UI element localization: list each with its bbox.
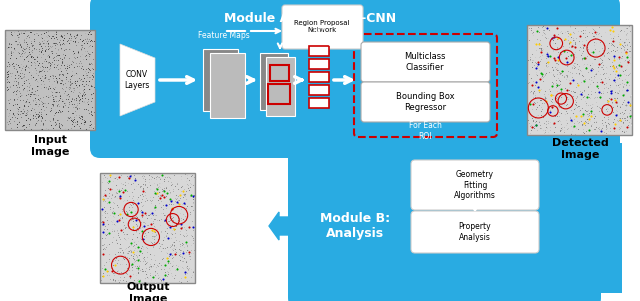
FancyBboxPatch shape bbox=[411, 211, 539, 253]
FancyBboxPatch shape bbox=[580, 148, 622, 293]
Text: CONV
Layers: CONV Layers bbox=[124, 70, 150, 90]
Text: ROI
Pooling: ROI Pooling bbox=[305, 26, 333, 46]
Text: Feature Maps: Feature Maps bbox=[198, 32, 250, 41]
FancyBboxPatch shape bbox=[309, 72, 329, 82]
Text: Geometry
Fitting
Algorithms: Geometry Fitting Algorithms bbox=[454, 170, 496, 200]
Text: Multiclass
Classifier: Multiclass Classifier bbox=[404, 52, 445, 72]
Text: Input
Image: Input Image bbox=[31, 135, 69, 157]
FancyBboxPatch shape bbox=[361, 42, 490, 82]
Text: Output
Image: Output Image bbox=[126, 282, 170, 301]
Polygon shape bbox=[120, 44, 155, 116]
FancyBboxPatch shape bbox=[90, 0, 620, 158]
FancyBboxPatch shape bbox=[309, 46, 329, 56]
FancyArrow shape bbox=[96, 66, 112, 94]
FancyBboxPatch shape bbox=[100, 173, 195, 283]
FancyBboxPatch shape bbox=[282, 5, 363, 49]
FancyArrow shape bbox=[548, 206, 580, 246]
Text: Region Proposal
Network: Region Proposal Network bbox=[294, 20, 349, 33]
Text: Property
Analysis: Property Analysis bbox=[459, 222, 492, 242]
FancyBboxPatch shape bbox=[309, 85, 329, 95]
FancyBboxPatch shape bbox=[361, 82, 490, 122]
FancyBboxPatch shape bbox=[288, 148, 601, 301]
FancyArrow shape bbox=[269, 212, 297, 240]
FancyBboxPatch shape bbox=[5, 30, 95, 130]
Polygon shape bbox=[266, 57, 295, 116]
Text: Bounding Box
Regressor: Bounding Box Regressor bbox=[396, 92, 454, 112]
FancyBboxPatch shape bbox=[527, 25, 632, 135]
Text: For Each
ROI: For Each ROI bbox=[408, 121, 442, 141]
FancyArrow shape bbox=[496, 66, 526, 94]
Text: Module B:
Analysis: Module B: Analysis bbox=[320, 212, 390, 240]
Polygon shape bbox=[260, 53, 288, 110]
FancyBboxPatch shape bbox=[309, 59, 329, 69]
FancyBboxPatch shape bbox=[411, 160, 539, 210]
FancyBboxPatch shape bbox=[309, 98, 329, 108]
Polygon shape bbox=[210, 53, 245, 118]
Polygon shape bbox=[203, 49, 238, 111]
Text: Detected
Image: Detected Image bbox=[552, 138, 609, 160]
Text: Module A : Faster R-CNN: Module A : Faster R-CNN bbox=[224, 11, 396, 24]
FancyBboxPatch shape bbox=[580, 143, 622, 153]
